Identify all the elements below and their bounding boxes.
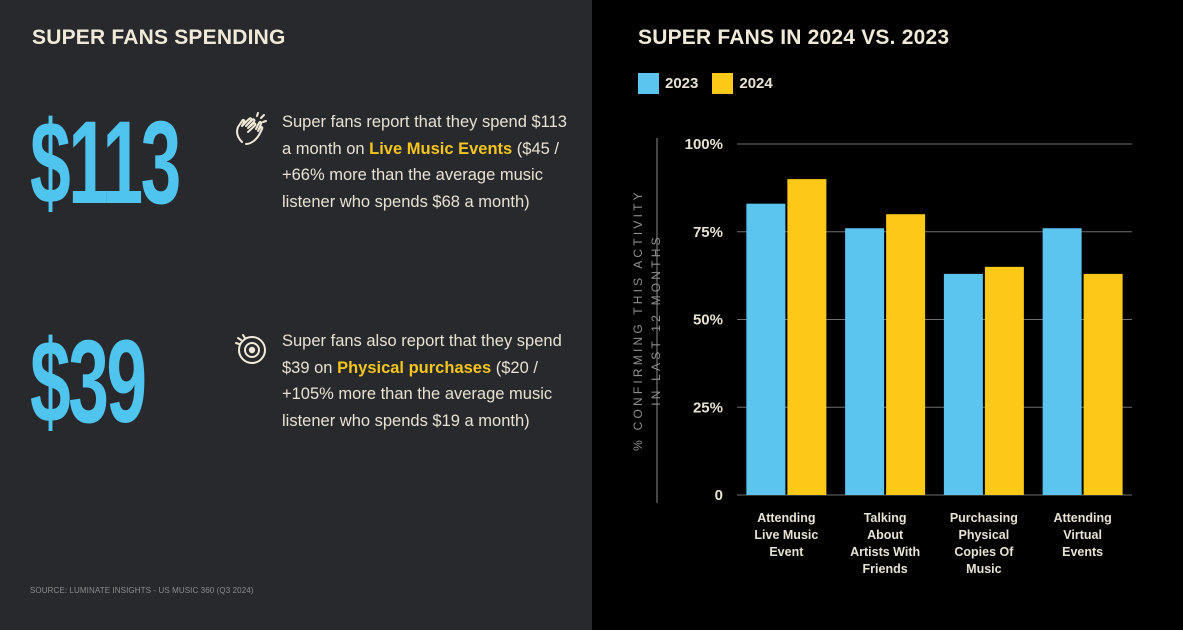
clapping-hands-icon	[236, 112, 267, 145]
bar-2023-3	[1042, 228, 1082, 496]
stat-amount-physical: $39	[30, 316, 147, 448]
y-tick-label: 0	[715, 487, 723, 504]
legend-item-2023: 2023	[638, 73, 698, 94]
x-tick-label-line: Virtual	[1063, 528, 1102, 542]
x-tick-label-line: Music	[966, 562, 1001, 576]
y-axis-title: % CONFIRMING THIS ACTIVITY	[631, 189, 645, 451]
x-tick-label-line: Copies Of	[954, 545, 1014, 559]
x-tick-label-line: Artists With	[850, 545, 920, 559]
source-note: SOURCE: LUMINATE INSIGHTS - US MUSIC 360…	[30, 586, 254, 595]
x-tick-label: Attending Live Music Event	[754, 511, 818, 559]
left-panel: SUPER FANS SPENDING $113 Super fans repo…	[0, 0, 592, 630]
bar-chart: 0 25% 50% 75% 100% % CONFIRMING THIS ACTIVITY…	[631, 136, 1132, 576]
x-tick-label-line: Live Music	[754, 528, 818, 542]
bar-2024-1	[886, 214, 926, 495]
bar-2023-1	[845, 228, 885, 496]
stat-text-after: ($45 / +66% more than the average music …	[282, 139, 559, 211]
left-panel-title: SUPER FANS SPENDING	[32, 26, 286, 49]
bar-2023-0	[746, 203, 786, 496]
stat-highlight-physical-purchases: Physical purchases	[337, 358, 492, 377]
x-tick-label-line: About	[867, 528, 904, 542]
y-tick-label: 100%	[685, 136, 723, 153]
stat-highlight-live-music-events: Live Music Events	[369, 139, 513, 158]
legend-label-2024: 2024	[739, 75, 773, 92]
legend-swatch-2023	[638, 73, 659, 94]
x-tick-label-line: Talking	[864, 511, 907, 525]
x-tick-label: Attending Virtual Events	[1053, 511, 1111, 559]
chart-title: SUPER FANS IN 2024 VS. 2023	[638, 26, 950, 49]
legend-swatch-2024	[712, 73, 734, 94]
bar-2024-3	[1083, 273, 1123, 495]
y-axis-title: IN LAST 12 MONTHS	[649, 234, 663, 406]
x-tick-label-line: Attending	[757, 511, 815, 525]
x-tick-label: Purchasing Physical Copies Of Music	[950, 511, 1018, 576]
y-tick-label: 50%	[693, 312, 723, 329]
stat-text-after: ($20 / +105% more than the average music…	[282, 358, 553, 430]
x-tick-label-line: Event	[769, 545, 804, 559]
y-tick-label: 25%	[693, 399, 723, 416]
y-tick-label: 75%	[693, 224, 723, 241]
x-tick-label-line: Purchasing	[950, 511, 1018, 525]
bar-2024-2	[984, 266, 1024, 495]
legend-label-2023: 2023	[665, 75, 699, 92]
stat-text-before: Super fans also report that they spend $…	[282, 332, 562, 377]
legend-item-2024: 2024	[712, 73, 773, 94]
vinyl-disc-icon	[235, 334, 266, 364]
stat-description-physical: Super fans also report that they spend $…	[282, 328, 567, 434]
stat-text-before: Super fans report that they spend $113 a…	[282, 113, 567, 158]
x-tick-label-line: Physical	[959, 528, 1010, 542]
x-tick-label-line: Attending	[1053, 511, 1111, 525]
x-tick-label-line: Friends	[863, 562, 908, 576]
bar-2024-0	[787, 179, 827, 495]
stat-description-live-music: Super fans report that they spend $113 a…	[282, 109, 567, 215]
bar-2023-2	[943, 273, 983, 495]
x-tick-label-line: Events	[1062, 545, 1103, 559]
x-tick-label: Talking About Artists With Friends	[850, 511, 920, 576]
stat-amount-live-music: $113	[30, 97, 181, 229]
chart-legend: 2023 2024	[638, 73, 787, 94]
